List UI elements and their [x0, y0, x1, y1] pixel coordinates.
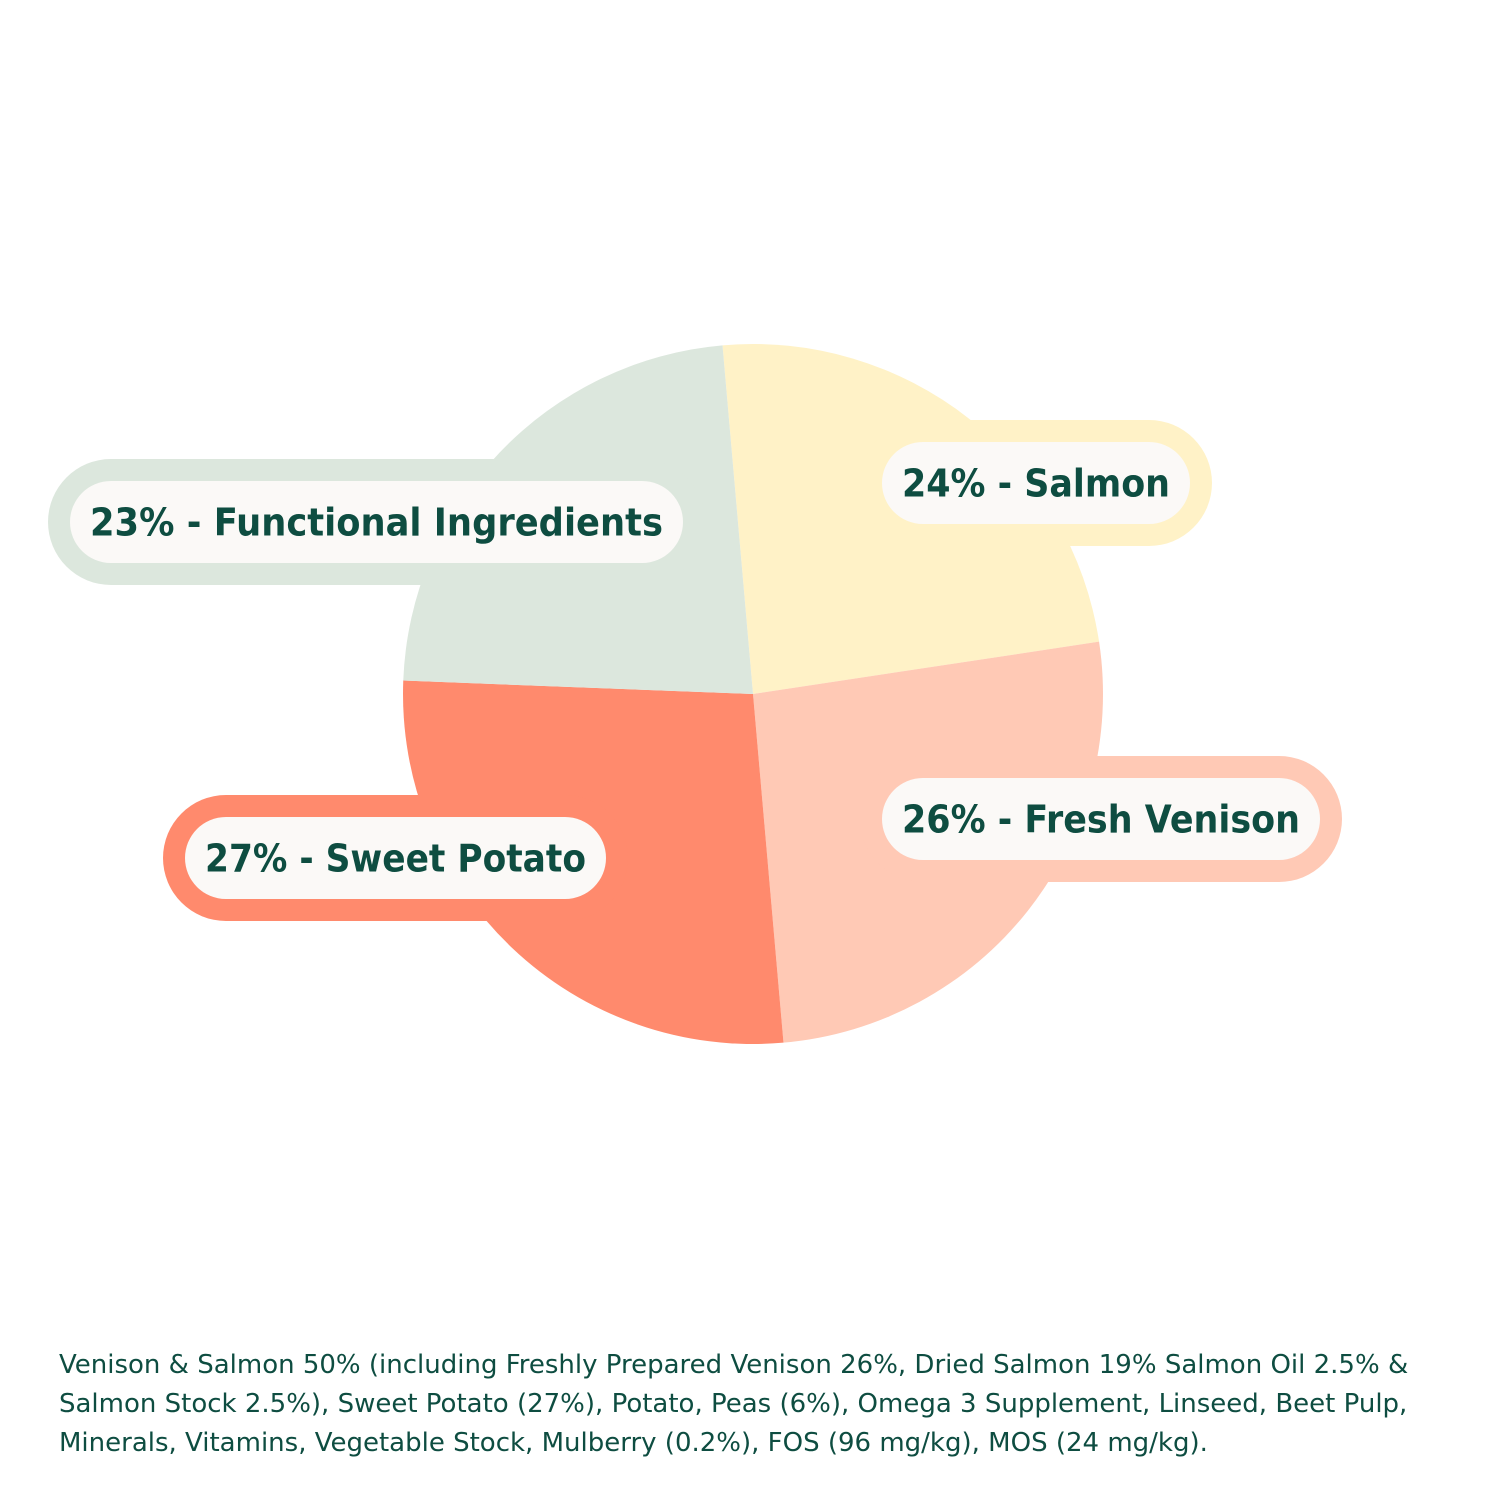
ingredients-list: Venison & Salmon 50% (including Freshly … — [59, 1350, 1409, 1458]
slice-label: 27% - Sweet Potato — [163, 795, 628, 921]
slice-label: 26% - Fresh Venison — [860, 756, 1342, 882]
label-pill-inner — [882, 778, 1320, 860]
label-pill-inner — [70, 481, 683, 563]
slice-label-text: 24% - Salmon — [902, 462, 1170, 506]
slice-label: 23% - Functional Ingredients — [48, 459, 705, 585]
slice-label-text: 27% - Sweet Potato — [205, 837, 586, 881]
label-pill-inner — [882, 442, 1190, 524]
slice-label-text: 26% - Fresh Venison — [902, 798, 1300, 842]
label-pill-inner — [185, 817, 606, 899]
slice-label-text: 23% - Functional Ingredients — [90, 501, 663, 545]
slice-label: 24% - Salmon — [860, 420, 1212, 546]
